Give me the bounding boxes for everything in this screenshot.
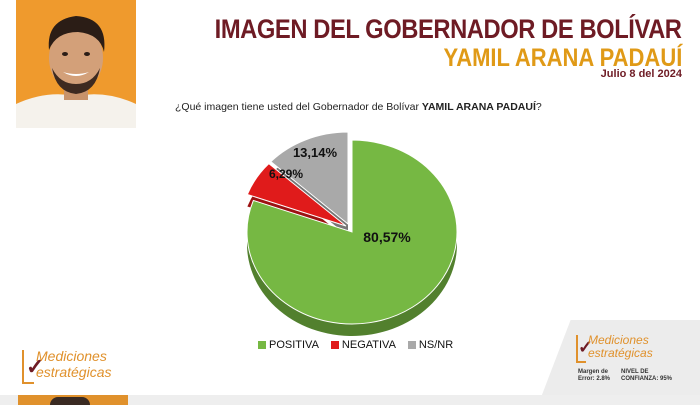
pie-slice-side-negativa [247,175,346,238]
margin-of-error: Margen de Error: 2.8% [578,369,610,383]
checkmark-icon: ✓ [26,354,45,379]
pie-slice-side-nsnr [270,144,348,236]
footer-corner-panel [540,320,700,395]
legend-item-negativa: NEGATIVA [330,339,396,351]
data-label-positiva: 80,57% [363,229,411,245]
survey-question: ¿Qué imagen tiene usted del Gobernador d… [175,101,542,113]
page-title: IMAGEN DEL GOBERNADOR DE BOLÍVAR [215,14,682,44]
page-subtitle: YAMIL ARANA PADAUÍ [443,44,682,72]
question-prefix: ¿Qué imagen tiene usted del Gobernador d… [175,101,422,113]
next-slide-peek [0,395,700,405]
data-label-nsnr: 13,14% [293,145,338,160]
margin-line1: Margen de [578,369,609,375]
brand-line2: estratégicas [36,364,112,380]
legend-item-positiva: POSITIVA [258,339,319,351]
governor-photo [16,0,136,128]
chart-legend: POSITIVA NEGATIVA NS/NR [258,339,453,351]
confidence-line1: NIVEL DE [621,369,649,375]
brand-right-line1: Mediciones [588,333,649,347]
slide: IMAGEN DEL GOBERNADOR DE BOLÍVAR YAMIL A… [0,0,700,395]
question-name: YAMIL ARANA PADAUÍ [421,101,536,113]
data-label-negativa: 6,29% [269,167,303,181]
checkmark-icon: ✓ [578,337,594,357]
confidence-line2: CONFIANZA: 95% [621,376,673,382]
brand-line1: Mediciones [36,348,107,364]
question-suffix: ? [535,101,542,113]
brand-logo-left: ✓ Mediciones estratégicas [22,348,162,388]
legend-swatch-nsnr [407,341,416,349]
pie-slice-side-positiva [247,152,457,336]
legend-item-nsnr: NS/NR [407,339,454,351]
brand-logo-right: ✓ Mediciones estratégicas [576,333,686,363]
margin-line2: Error: 2.8% [578,376,611,382]
brand-mark-icon [576,335,586,363]
legend-label-negativa: NEGATIVA [341,339,396,351]
legend-swatch-negativa [330,341,339,349]
legend-label-nsnr: NS/NR [418,339,454,351]
brand-right-line2: estratégicas [588,346,653,360]
next-slide-head [50,397,90,405]
pie-slice-nsnr [270,131,349,226]
confidence-level: NIVEL DE CONFIANZA: 95% [621,369,672,383]
legend-swatch-positiva [258,341,266,349]
legend-label-positiva: POSITIVA [269,339,319,351]
pie-slice-negativa [246,162,347,227]
pie-slice-positiva [246,139,458,325]
brand-mark-icon [22,350,34,384]
survey-date: Julio 8 del 2024 [600,68,682,80]
